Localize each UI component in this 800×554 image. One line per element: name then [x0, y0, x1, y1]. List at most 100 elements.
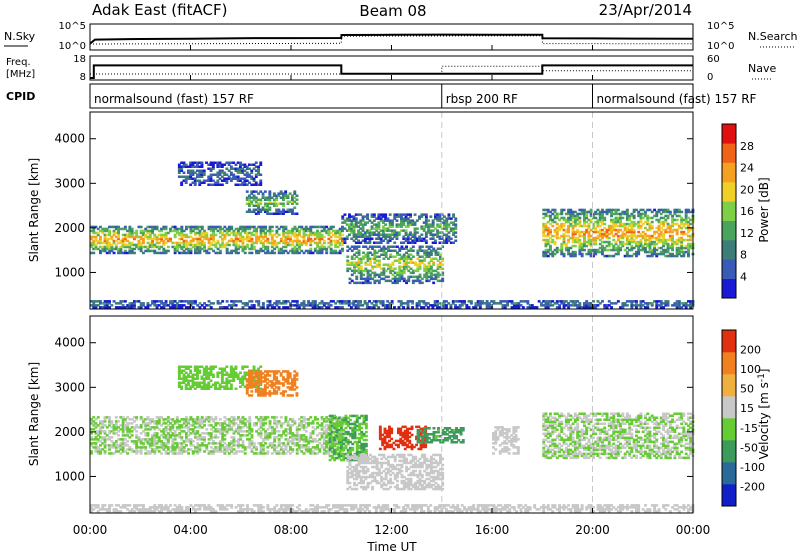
heatmap-cell: [105, 245, 109, 249]
heatmap-cell: [295, 249, 299, 253]
heatmap-cell: [212, 239, 215, 243]
heatmap-cell: [234, 428, 238, 431]
heatmap-cell: [614, 248, 618, 252]
heatmap-cell: [248, 239, 252, 243]
heatmap-cell: [425, 269, 429, 273]
heatmap-cell: [196, 173, 199, 176]
heatmap-cell: [393, 275, 397, 279]
heatmap-cell: [438, 213, 442, 216]
heatmap-cell: [250, 428, 254, 431]
heatmap-cell: [300, 302, 304, 305]
heatmap-cell: [637, 242, 641, 246]
heatmap-cell: [239, 444, 243, 447]
heatmap-cell: [449, 229, 453, 232]
heatmap-cell: [252, 452, 256, 455]
heatmap-cell: [123, 442, 127, 445]
heatmap-cell: [108, 416, 111, 419]
heatmap-cell: [189, 163, 193, 166]
heatmap-cell: [239, 163, 242, 166]
heatmap-cell: [291, 448, 295, 451]
heatmap-cell: [223, 163, 227, 166]
heatmap-cell: [357, 253, 361, 256]
heatmap-cell: [370, 302, 374, 305]
heatmap-cell: [209, 173, 213, 176]
heatmap-cell: [270, 235, 274, 239]
heatmap-cell: [445, 306, 448, 309]
heatmap-cell: [194, 251, 197, 255]
heatmap-cell: [266, 247, 270, 251]
heatmap-cell: [573, 220, 577, 224]
heatmap-cell: [555, 300, 559, 303]
heatmap-cell: [263, 204, 267, 207]
heatmap-cell: [282, 212, 285, 215]
heatmap-cell: [275, 243, 279, 247]
heatmap-cell: [212, 227, 215, 231]
heatmap-cell: [393, 281, 397, 285]
heatmap-cell: [108, 422, 111, 425]
heatmap-cell: [264, 436, 267, 439]
heatmap-cell: [426, 302, 430, 305]
heatmap-cell: [130, 231, 134, 235]
heatmap-cell: [295, 251, 299, 255]
heatmap-cell: [275, 302, 279, 305]
heatmap-cell: [173, 442, 177, 445]
heatmap-cell: [373, 249, 377, 252]
heatmap-cell: [252, 198, 256, 201]
heatmap-cell: [175, 416, 179, 419]
heatmap-cell: [119, 251, 123, 255]
heatmap-cell: [644, 242, 647, 246]
heatmap-cell: [425, 271, 429, 275]
heatmap-cell: [400, 257, 404, 260]
heatmap-cell: [585, 212, 589, 216]
heatmap-cell: [592, 252, 595, 256]
heatmap-cell: [207, 251, 211, 255]
heatmap-cell: [653, 214, 656, 218]
heatmap-cell: [230, 446, 234, 449]
heatmap-cell: [268, 241, 272, 245]
heatmap-cell: [384, 227, 388, 230]
heatmap-cell: [562, 300, 566, 303]
heatmap-cell: [564, 244, 568, 248]
heatmap-cell: [214, 173, 217, 176]
heatmap-cell: [207, 183, 211, 186]
heatmap-cell: [187, 177, 190, 180]
heatmap-cell: [196, 247, 200, 251]
heatmap-cell: [184, 181, 188, 184]
heatmap-cell: [576, 230, 580, 234]
heatmap-cell: [187, 430, 191, 433]
heatmap-cell: [630, 230, 634, 234]
heatmap-cell: [438, 241, 442, 244]
heatmap-cell: [223, 171, 227, 174]
heatmap-cell: [587, 248, 591, 252]
heatmap-cell: [555, 214, 559, 218]
heatmap-cell: [171, 241, 175, 245]
heatmap-cell: [680, 238, 684, 242]
heatmap-cell: [248, 422, 252, 425]
heatmap-cell: [666, 230, 670, 234]
heatmap-cell: [569, 218, 573, 222]
heatmap-cell: [180, 418, 184, 421]
heatmap-cell: [313, 300, 317, 303]
heatmap-cell: [302, 300, 306, 303]
heatmap-cell: [137, 300, 141, 303]
heatmap-cell: [241, 243, 245, 247]
heatmap-cell: [191, 181, 195, 184]
heatmap-cell: [99, 235, 102, 239]
heatmap-cell: [239, 428, 243, 431]
heatmap-cell: [223, 448, 227, 451]
heatmap-cell: [194, 243, 197, 247]
heatmap-cell: [211, 163, 215, 166]
heatmap-cell: [542, 304, 546, 307]
heatmap-cell: [261, 448, 265, 451]
heatmap-cell: [257, 225, 261, 229]
heatmap-cell: [564, 246, 568, 250]
heatmap-cell: [135, 231, 139, 235]
heatmap-cell: [227, 233, 231, 237]
heatmap-cell: [237, 231, 240, 235]
heatmap-cell: [364, 255, 368, 258]
heatmap-cell: [662, 216, 665, 220]
heatmap-cell: [218, 448, 222, 451]
heatmap-cell: [248, 237, 252, 241]
heatmap-cell: [198, 229, 202, 233]
heatmap-cell: [605, 232, 609, 236]
